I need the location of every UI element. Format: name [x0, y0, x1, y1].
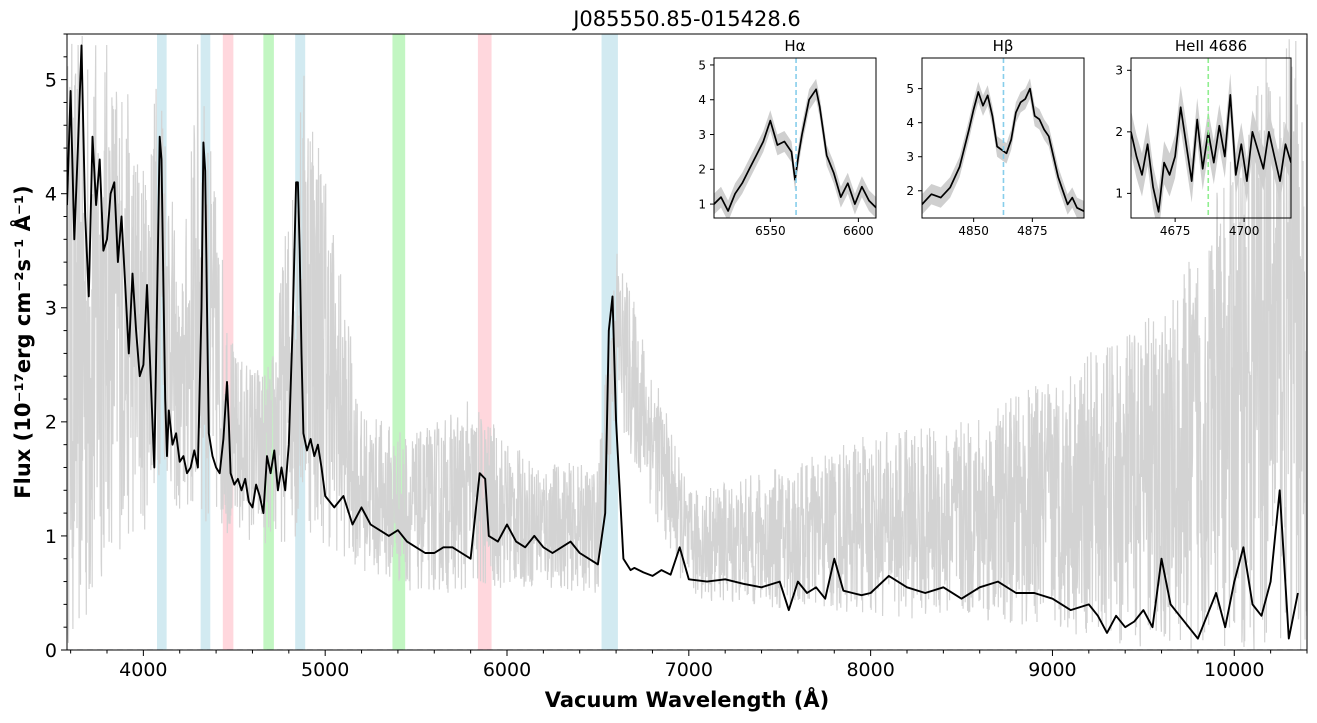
shaded-band-4 — [263, 34, 274, 650]
x-tick-label: 6550 — [755, 224, 786, 238]
x-tick-label: 9000 — [1028, 659, 1076, 681]
y-tick-label: 3 — [45, 298, 57, 320]
chart-title: Hα — [784, 37, 805, 55]
x-tick-label: 8000 — [846, 659, 894, 681]
x-tick-label: 4850 — [958, 224, 989, 238]
flux-line — [67, 44, 1299, 640]
y-tick-label: 5 — [698, 58, 706, 72]
x-tick-label: 10000 — [1204, 659, 1264, 681]
y-axis-label: Flux (10⁻¹⁷erg cm⁻²s⁻¹ Å⁻¹) — [10, 185, 35, 498]
y-tick-label: 2 — [1115, 125, 1123, 139]
inset-halpha-plot: 6550 6600 1 2 3 4 5 Hα — [698, 37, 877, 238]
x-tick-label: 4700 — [1229, 224, 1260, 238]
chart-title: J085550.85-015428.6 — [571, 7, 801, 31]
plot-frame — [66, 33, 1308, 651]
chart-title: HeII 4686 — [1175, 37, 1247, 55]
x-tick-label: 4875 — [1017, 224, 1048, 238]
plot-area — [922, 58, 1084, 218]
y-tick-label: 0 — [45, 640, 57, 662]
plot-frame — [713, 57, 877, 219]
y-tick-label: 3 — [1115, 64, 1123, 78]
y-tick-label: 1 — [698, 197, 706, 211]
flux-line — [922, 87, 1084, 212]
x-tick-label: 6600 — [843, 224, 874, 238]
y-tick-label: 2 — [698, 163, 706, 177]
chart-title: Hβ — [993, 37, 1014, 55]
y-tick-label: 3 — [698, 128, 706, 142]
main-spectrum-plot: 4000 5000 6000 7000 8000 9000 10000 0 1 2 3 4 5 J0855… — [10, 7, 1308, 712]
x-tick-label: 4675 — [1160, 224, 1191, 238]
inset-hbeta-plot: 4850 4875 2 3 4 5 Hβ — [906, 37, 1085, 238]
plot-area — [1131, 58, 1291, 218]
y-tick-label: 3 — [906, 150, 914, 164]
y-tick-label: 5 — [906, 82, 914, 96]
shaded-band-3 — [222, 34, 234, 650]
shaded-band-1 — [157, 34, 167, 650]
plot-area — [67, 34, 1307, 650]
x-tick-label: 5000 — [301, 659, 349, 681]
x-tick-label: 6000 — [483, 659, 531, 681]
y-tick-label: 5 — [45, 69, 57, 91]
inset-heii-plot: 4675 4700 1 2 3 HeII 4686 — [1115, 37, 1292, 238]
x-tick-label: 7000 — [665, 659, 713, 681]
y-tick-label: 4 — [698, 93, 706, 107]
plot-frame — [1130, 57, 1292, 219]
y-tick-label: 4 — [45, 184, 57, 206]
uncertainty-band — [714, 78, 876, 218]
y-tick-label: 1 — [1115, 187, 1123, 201]
x-axis-label: Vacuum Wavelength (Å) — [545, 687, 830, 712]
y-tick-label: 2 — [906, 184, 914, 198]
plot-area — [714, 58, 876, 218]
x-tick-label: 4000 — [119, 659, 167, 681]
flux-line — [714, 88, 876, 212]
y-tick-label: 1 — [45, 526, 57, 548]
flux-line — [1131, 94, 1291, 213]
y-tick-label: 2 — [45, 412, 57, 434]
raw-flux-noise — [67, 35, 1307, 650]
y-tick-label: 4 — [906, 116, 914, 130]
plot-frame — [921, 57, 1085, 219]
